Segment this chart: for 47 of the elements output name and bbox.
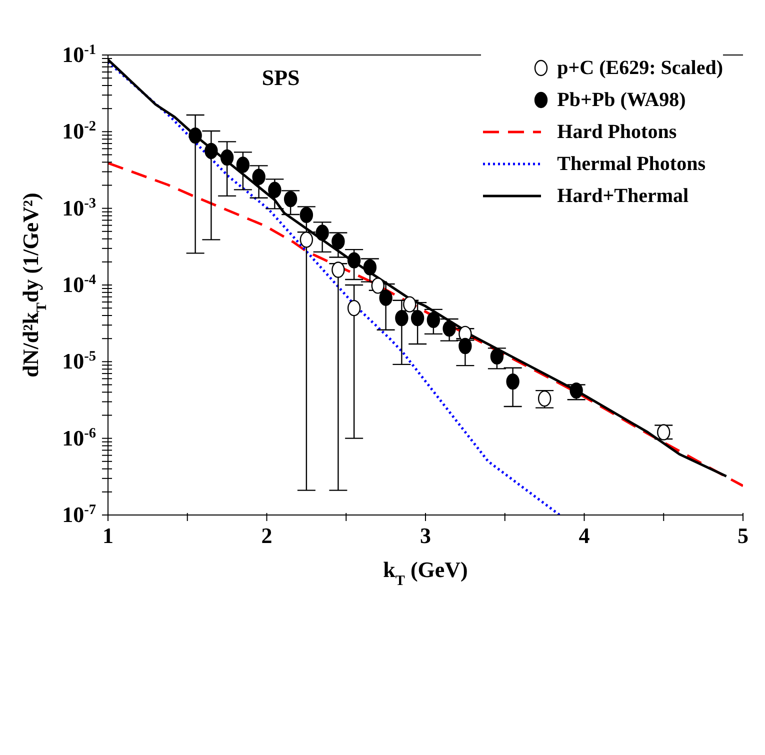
point — [347, 252, 361, 268]
point — [379, 290, 392, 306]
x-tick-label: 3 — [420, 523, 431, 548]
x-tick-label: 1 — [102, 523, 114, 548]
y-tick-label: 10$^{-6}$ — [62, 425, 96, 450]
y-tick-label: 10$^{-5}$ — [62, 348, 96, 374]
x-tick-label: 4 — [578, 523, 590, 548]
y-tick-label: 10$^{-7}$ — [62, 502, 96, 527]
point — [316, 224, 329, 241]
point — [410, 310, 424, 326]
point — [332, 262, 345, 278]
point — [220, 149, 234, 166]
point — [395, 310, 408, 326]
point — [363, 259, 377, 276]
point — [506, 373, 520, 390]
legend-label: Pb+Pb (WA98) — [557, 88, 686, 112]
point — [371, 278, 384, 294]
point — [284, 190, 298, 208]
point — [403, 296, 416, 312]
point — [426, 312, 440, 328]
x-tick-label: 2 — [261, 523, 272, 548]
point — [268, 182, 282, 198]
point — [188, 127, 202, 144]
point — [332, 233, 345, 250]
point — [300, 232, 314, 248]
y-tick-label: 10$^{-2}$ — [62, 118, 96, 144]
y-tick-label: 10$^{-3}$ — [62, 195, 96, 220]
y-tick-label: 10$^{-4}$ — [62, 272, 96, 297]
point — [458, 338, 472, 354]
point — [490, 348, 504, 365]
point — [236, 156, 250, 173]
point — [657, 424, 670, 440]
point — [252, 168, 266, 186]
legend-label: p+C (E629: Scaled) — [557, 56, 723, 80]
legend-label: Thermal Photons — [557, 152, 706, 176]
point — [204, 142, 218, 160]
legend-label: Hard Photons — [557, 120, 677, 144]
x-tick-label: 5 — [738, 523, 748, 548]
point — [570, 382, 583, 399]
point — [300, 206, 314, 224]
point — [442, 320, 456, 337]
point — [538, 390, 552, 407]
y-tick-label: 10$^{-1}$ — [62, 42, 96, 67]
x-axis-title: k$_{T}$ (GeV) — [383, 557, 468, 589]
point — [347, 300, 361, 316]
annotation: SPS — [262, 65, 300, 90]
legend-label: Hard+Thermal — [557, 184, 689, 208]
